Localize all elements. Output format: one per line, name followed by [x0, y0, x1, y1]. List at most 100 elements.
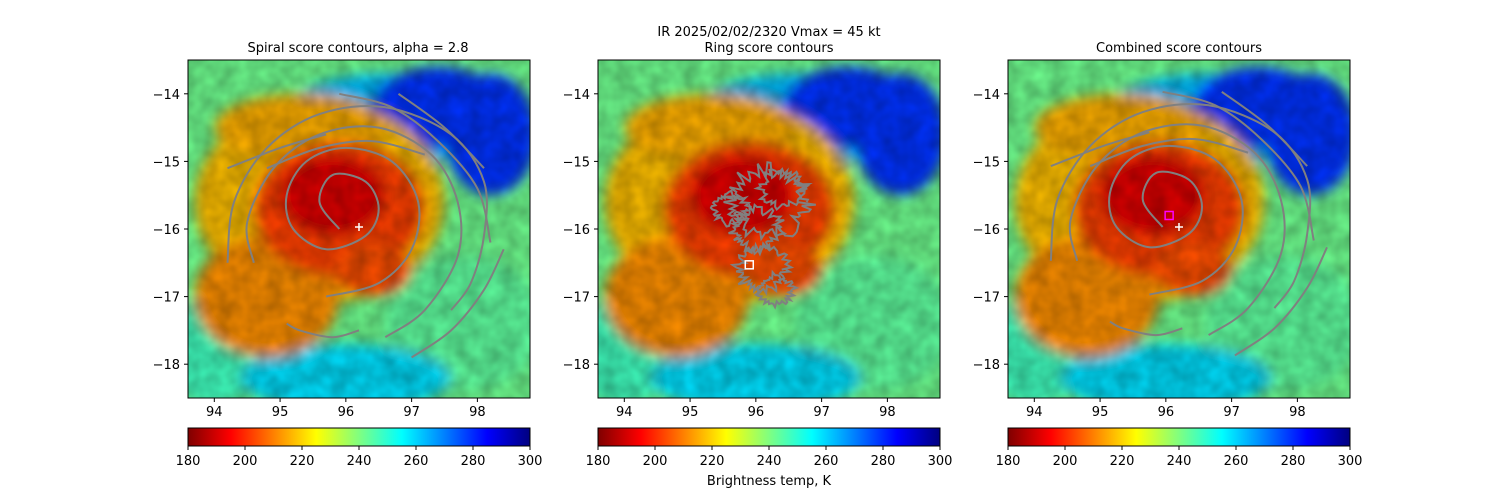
- colorbar-tick-label: 200: [1053, 454, 1078, 469]
- score-contour: [227, 133, 327, 170]
- colorbar-3: 180 200 220 240 260 280 300: [996, 427, 1363, 469]
- colorbar-tick-label: 240: [347, 454, 372, 469]
- ring-contour: [728, 202, 788, 256]
- score-contour: [286, 322, 360, 339]
- x-tick-label: 95: [272, 405, 289, 420]
- score-contour: [1049, 103, 1312, 309]
- x-tick-label: 97: [403, 405, 420, 420]
- colorbar-tick-label: 260: [1224, 454, 1249, 469]
- y-tick-label: −16: [153, 223, 180, 238]
- y-tick-label: −18: [973, 358, 1000, 373]
- y-tick-label: −18: [153, 358, 180, 373]
- colorbar-label: Brightness temp, K: [707, 474, 832, 489]
- colorbar-tick-label: 180: [176, 454, 201, 469]
- x-tick-label: 97: [1223, 405, 1240, 420]
- y-tick-label: −14: [153, 88, 180, 103]
- x-tick-label: 94: [616, 405, 633, 420]
- ring-contour: [753, 167, 811, 212]
- score-contour: [339, 92, 492, 243]
- score-contour: [397, 92, 485, 169]
- y-tick-label: −17: [563, 291, 590, 306]
- x-tick-label: 97: [813, 405, 830, 420]
- y-tick-label: −14: [563, 88, 590, 103]
- x-tick-label: 95: [682, 405, 699, 420]
- ir-image: [188, 60, 530, 398]
- colorbar-tick-label: 200: [233, 454, 258, 469]
- ir-image: [598, 60, 940, 398]
- colorbar-tick-label: 220: [700, 454, 725, 469]
- panel-1: 94 95 96 97 98 −14 −15 −16 −17 −18: [153, 59, 531, 420]
- colorbar-tick-label: 300: [518, 454, 543, 469]
- colorbar-tick-label: 260: [404, 454, 429, 469]
- colorbar-tick-label: 300: [1338, 454, 1363, 469]
- colorbar-tick-label: 280: [871, 454, 896, 469]
- ir-texture: [598, 60, 940, 398]
- score-contour: [1068, 123, 1286, 336]
- panel-3: 94 95 96 97 98 −14 −15 −16 −17 −18: [973, 59, 1351, 420]
- ring-contour: [722, 161, 816, 242]
- colorbar-tick-label: 220: [1110, 454, 1135, 469]
- score-contour: [1108, 144, 1244, 296]
- colorbar-tick-label: 260: [814, 454, 839, 469]
- y-tick-label: −15: [153, 155, 180, 170]
- y-tick-label: −15: [563, 155, 590, 170]
- score-contour: [1050, 131, 1150, 168]
- contour-layer: [226, 92, 505, 359]
- figure-suptitle: IR 2025/02/02/2320 Vmax = 45 kt: [657, 25, 880, 40]
- ring-contour: [752, 269, 800, 310]
- x-tick-label: 94: [206, 405, 223, 420]
- contour-layer: [709, 161, 816, 310]
- x-tick-label: 95: [1092, 405, 1109, 420]
- y-tick-label: −14: [973, 88, 1000, 103]
- colorbar-gradient: [597, 427, 941, 447]
- colorbar-tick-label: 240: [1167, 454, 1192, 469]
- figure-subtitle-1: Ring score contours: [704, 41, 833, 56]
- colorbar-tick-label: 180: [996, 454, 1021, 469]
- x-tick-label: 96: [338, 405, 355, 420]
- y-tick-label: −16: [563, 223, 590, 238]
- y-tick-label: −17: [973, 291, 1000, 306]
- x-tick-label: 96: [1158, 405, 1175, 420]
- panel-title-3: Combined score contours: [1096, 41, 1262, 56]
- colorbar-tick-label: 300: [928, 454, 953, 469]
- panel-2: 94 95 96 97 98 −14 −15 −16 −17 −18: [563, 59, 941, 420]
- score-contour: [1162, 90, 1315, 241]
- score-contour: [1089, 137, 1249, 168]
- x-tick-label: 96: [748, 405, 765, 420]
- x-tick-label: 98: [879, 405, 896, 420]
- panel-title-1: Spiral score contours, alpha = 2.8: [247, 41, 468, 56]
- score-contour: [245, 125, 463, 339]
- colorbar-tick-label: 200: [643, 454, 668, 469]
- contour-layer: [1049, 90, 1328, 357]
- y-tick-label: −17: [153, 291, 180, 306]
- colorbar-gradient: [187, 427, 531, 447]
- center-square-marker: [744, 260, 755, 270]
- score-contour: [1221, 90, 1308, 167]
- colorbar-tick-label: 280: [1281, 454, 1306, 469]
- center-square-marker: [1164, 210, 1174, 221]
- score-contour: [1109, 320, 1183, 337]
- center-plus-marker: [355, 222, 363, 231]
- colorbar-tick-label: 220: [290, 454, 315, 469]
- colorbar-tick-label: 280: [461, 454, 486, 469]
- colorbar-1: 180 200 220 240 260 280 300: [176, 427, 543, 469]
- colorbar-2: 180 200 220 240 260 280 300: [586, 427, 953, 469]
- score-contour: [411, 248, 505, 359]
- x-tick-label: 98: [1289, 405, 1306, 420]
- center-plus-marker: [1175, 222, 1183, 231]
- ring-contour: [729, 241, 795, 297]
- y-tick-label: −15: [973, 155, 1000, 170]
- score-contour: [1234, 246, 1328, 357]
- score-contour: [266, 139, 426, 170]
- score-contour: [226, 105, 488, 311]
- x-tick-label: 94: [1026, 405, 1043, 420]
- colorbar-gradient: [1007, 427, 1351, 447]
- y-tick-label: −16: [973, 223, 1000, 238]
- x-tick-label: 98: [469, 405, 486, 420]
- colorbar-tick-label: 180: [586, 454, 611, 469]
- colorbar-tick-label: 240: [757, 454, 782, 469]
- score-contour: [284, 146, 421, 298]
- y-tick-label: −18: [563, 358, 590, 373]
- ring-contour: [709, 189, 753, 228]
